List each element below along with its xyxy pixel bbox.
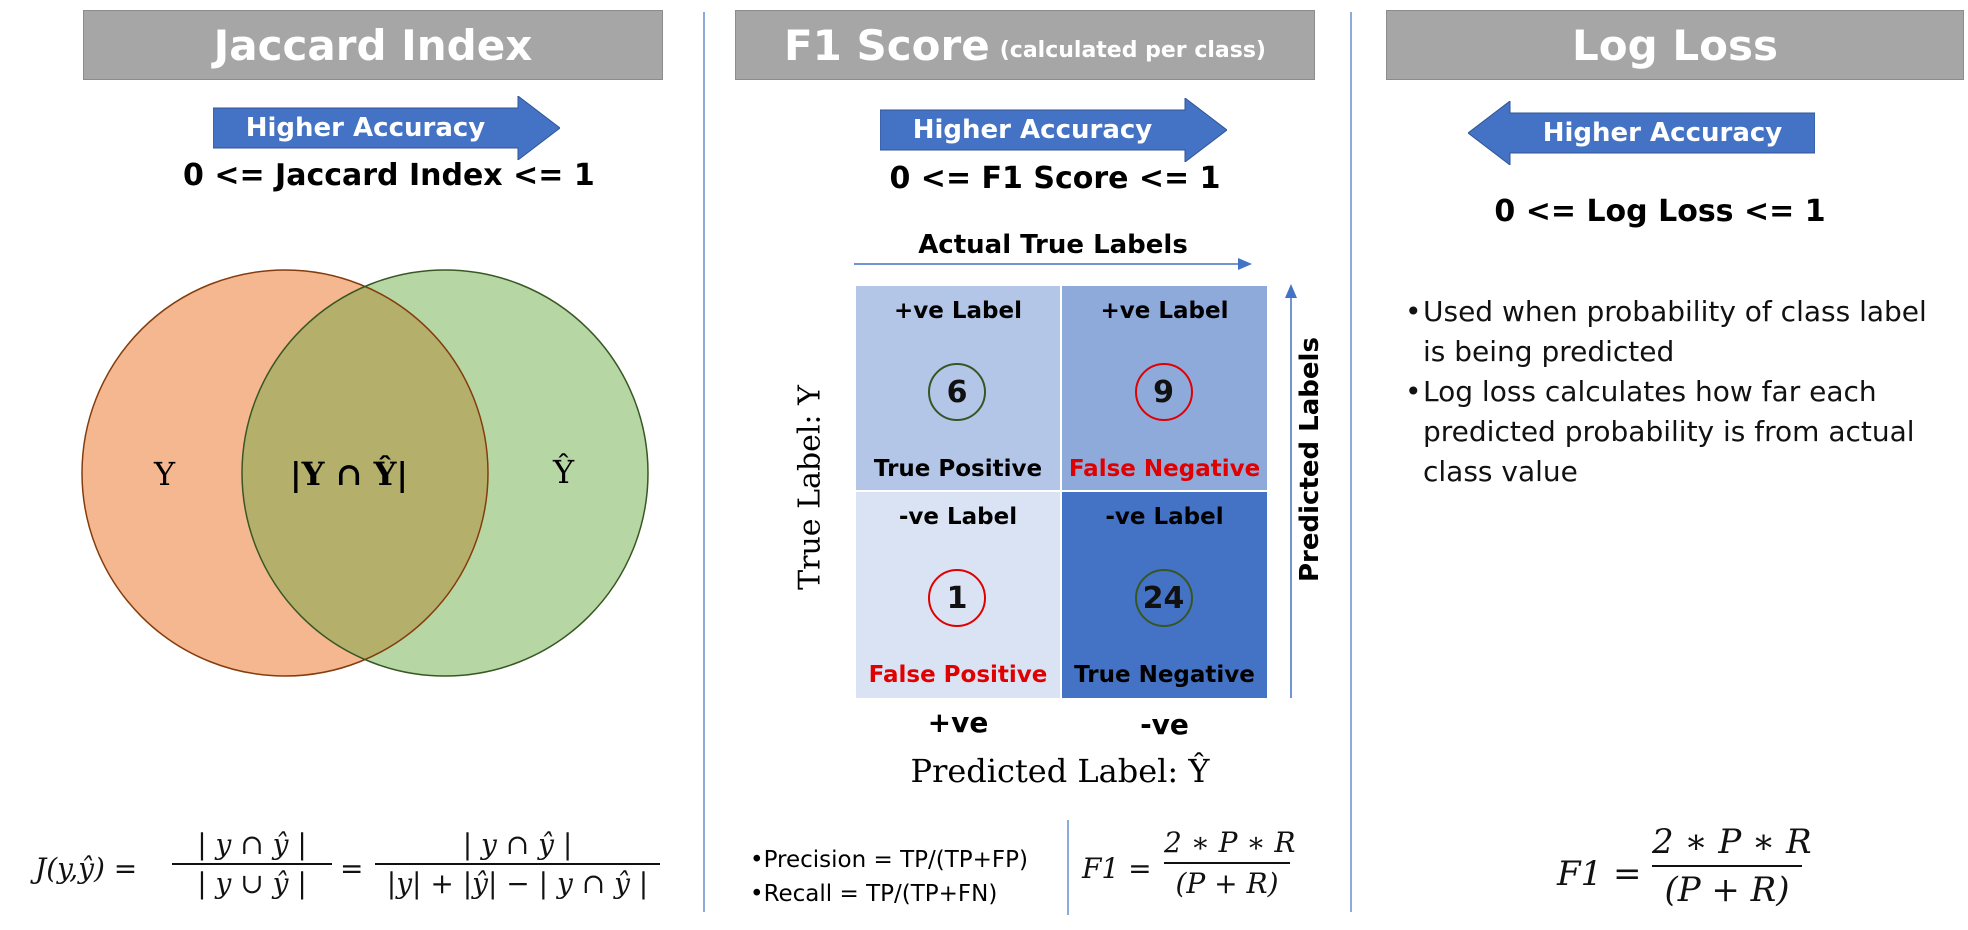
venn-diagram: [81, 269, 649, 677]
jaccard-formula-lhs: J(y,ŷ) =: [35, 852, 138, 885]
jaccard-range: 0 <= Jaccard Index <= 1: [183, 158, 595, 193]
jaccard-fraction-2-numerator: | y ∩ ŷ |: [462, 828, 573, 861]
cell-bottom-label: True Positive: [873, 456, 1043, 482]
logloss-formula: F1 = 2 ∗ P ∗ R (P + R): [1557, 822, 1817, 922]
f1-range: 0 <= F1 Score <= 1: [889, 161, 1221, 196]
bullet-text: Used when probability of class label is …: [1423, 295, 1927, 368]
cell-value: 6: [928, 363, 986, 421]
jaccard-higher-accuracy-arrow: Higher Accuracy: [213, 96, 560, 160]
venn-label-y: Y: [154, 455, 176, 493]
f1-title: F1 Score: [783, 20, 990, 70]
matrix-cell-false-positive: -ve Label 1 False Positive: [856, 492, 1060, 698]
f1-formula-middle: F1 = 2 ∗ P ∗ R (P + R): [1082, 826, 1296, 916]
recall-text: •Recall = TP/(TP+FN): [750, 881, 998, 907]
matrix-cell-false-negative: +ve Label 9 False Negative: [1062, 286, 1267, 490]
cell-value: 9: [1134, 363, 1193, 421]
logloss-bullet-1: • Used when probability of class label i…: [1405, 292, 1953, 372]
jaccard-fraction-2-denominator: |y| + |ŷ| − | y ∩ ŷ |: [386, 867, 649, 900]
col-label-positive: +ve: [927, 706, 989, 739]
f1-right-axis-label: Predicted Labels: [1295, 337, 1325, 582]
logloss-header: Log Loss: [1386, 10, 1964, 80]
cell-bottom-label: False Positive: [868, 662, 1048, 688]
cell-top-label: -ve Label: [1105, 504, 1224, 530]
divider-left: [703, 12, 705, 912]
matrix-cell-true-negative: -ve Label 24 True Negative: [1062, 492, 1267, 698]
f1-formula-separator: [1067, 820, 1069, 915]
logloss-range: 0 <= Log Loss <= 1: [1494, 194, 1826, 229]
right-axis-arrow-icon: [1285, 284, 1297, 698]
cell-top-label: +ve Label: [1100, 298, 1229, 324]
f1-formula-lhs: F1 =: [1082, 852, 1152, 885]
bullet-text: Log loss calculates how far each predict…: [1423, 375, 1915, 488]
jaccard-formula-eq: =: [340, 852, 364, 885]
cell-bottom-label: False Negative: [1068, 456, 1261, 482]
col-label-negative: -ve: [1140, 708, 1189, 741]
f1-formula-numerator: 2 ∗ P ∗ R: [1164, 826, 1296, 859]
jaccard-title: Jaccard Index: [213, 20, 533, 70]
logloss-title: Log Loss: [1572, 20, 1778, 70]
jaccard-header: Jaccard Index: [83, 10, 663, 80]
f1-formula-fraction: 2 ∗ P ∗ R (P + R): [1164, 826, 1296, 900]
logloss-formula-denominator: (P + R): [1664, 870, 1790, 910]
logloss-formula-numerator: 2 ∗ P ∗ R: [1652, 822, 1812, 862]
f1-higher-accuracy-arrow: Higher Accuracy: [880, 98, 1227, 162]
logloss-formula-lhs: F1 =: [1557, 854, 1642, 894]
divider-right: [1350, 12, 1352, 912]
cell-top-label: +ve Label: [894, 298, 1022, 324]
logloss-bullet-2: • Log loss calculates how far each predi…: [1405, 372, 1953, 492]
jaccard-fraction-1-numerator: | y ∩ ŷ |: [197, 828, 307, 861]
cell-value: 1: [928, 569, 986, 627]
matrix-cell-true-positive: +ve Label 6 True Positive: [856, 286, 1060, 490]
jaccard-arrow-label: Higher Accuracy: [245, 113, 486, 143]
logloss-formula-fraction: 2 ∗ P ∗ R (P + R): [1652, 822, 1812, 910]
bullet-icon: •: [1405, 295, 1422, 328]
left-arrow-icon: [1468, 101, 1815, 165]
jaccard-fraction-1: | y ∩ ŷ | | y ∪ ŷ |: [172, 828, 332, 900]
logloss-arrow-label: Higher Accuracy: [1542, 118, 1783, 148]
f1-top-axis-label: Actual True Labels: [918, 230, 1188, 260]
venn-intersection: [242, 270, 488, 676]
f1-arrow-label: Higher Accuracy: [912, 115, 1153, 145]
bullet-icon: •: [1405, 375, 1422, 408]
f1-formula-denominator: (P + R): [1175, 867, 1279, 900]
f1-bottom-axis-label: Predicted Label: Ŷ: [910, 752, 1210, 790]
f1-header: F1 Score (calculated per class): [735, 10, 1315, 80]
jaccard-fraction-2: | y ∩ ŷ | |y| + |ŷ| − | y ∩ ŷ |: [375, 828, 660, 900]
jaccard-fraction-1-denominator: | y ∪ ŷ |: [197, 867, 307, 900]
cell-bottom-label: True Negative: [1074, 662, 1255, 688]
precision-text: •Precision = TP/(TP+FP): [750, 847, 1028, 873]
f1-title-sub: (calculated per class): [999, 37, 1266, 63]
right-arrow-icon: [880, 98, 1227, 162]
cell-value: 24: [1134, 569, 1193, 627]
f1-left-axis-label: True Label: Y: [792, 385, 828, 590]
right-arrow-icon: [213, 96, 560, 160]
venn-label-intersection: |Y ∩ Ŷ|: [290, 455, 409, 493]
top-axis-arrow-icon: [854, 258, 1252, 270]
cell-top-label: -ve Label: [898, 504, 1018, 530]
logloss-higher-accuracy-arrow: Higher Accuracy: [1468, 101, 1815, 165]
jaccard-formula: J(y,ŷ) = | y ∩ ŷ | | y ∪ ŷ | = | y ∩ ŷ |…: [35, 828, 665, 908]
venn-label-yhat: Ŷ: [553, 453, 575, 491]
